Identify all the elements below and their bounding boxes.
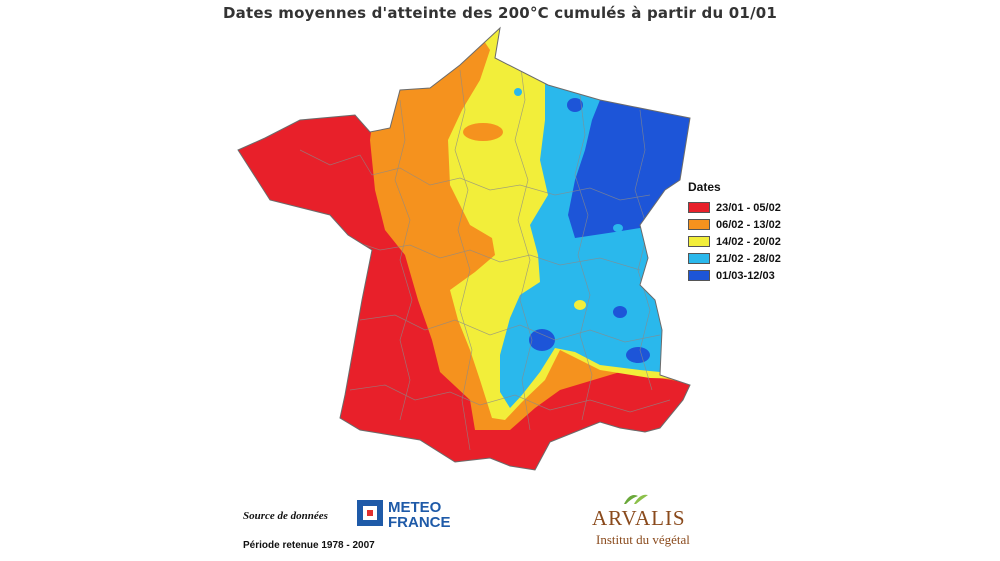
legend-label: 21/02 - 28/02 — [716, 252, 781, 265]
arvalis-wordmark: ARVALIS — [592, 506, 686, 530]
arvalis-leaf-icon — [624, 494, 648, 504]
blue-pocket-centre — [529, 329, 555, 351]
legend-label: 06/02 - 13/02 — [716, 218, 781, 231]
meteo-france-wordmark: METEO FRANCE — [388, 500, 451, 530]
blue-dot-north — [514, 88, 522, 96]
blue-pocket-east — [613, 306, 627, 318]
legend-item: 01/03-12/03 — [688, 267, 781, 284]
map-title: Dates moyennes d'atteinte des 200°C cumu… — [222, 4, 778, 22]
legend-swatch — [688, 219, 710, 230]
legend-swatch — [688, 253, 710, 264]
legend-item: 14/02 - 20/02 — [688, 233, 781, 250]
legend-label: 23/01 - 05/02 — [716, 201, 781, 214]
blue-pocket-alps — [626, 347, 650, 363]
legend-title: Dates — [688, 180, 721, 194]
blue-pocket-northeast — [567, 98, 583, 112]
legend-swatch — [688, 202, 710, 213]
orange-pocket — [463, 123, 503, 141]
legend-label: 14/02 - 20/02 — [716, 235, 781, 248]
legend: Dates 23/01 - 05/02 06/02 - 13/02 14/02 … — [688, 180, 781, 284]
legend-swatch — [688, 270, 710, 281]
blue-dot-east — [613, 224, 623, 232]
meteo-line: METEO — [388, 499, 442, 516]
legend-item: 21/02 - 28/02 — [688, 250, 781, 267]
legend-swatch — [688, 236, 710, 247]
yellow-pocket — [574, 300, 586, 310]
legend-label: 01/03-12/03 — [716, 269, 775, 282]
department-borders — [299, 59, 671, 451]
meteo-france-logo-icon — [357, 500, 383, 526]
legend-item: 06/02 - 13/02 — [688, 216, 781, 233]
source-label: Source de données — [243, 510, 328, 522]
legend-item: 23/01 - 05/02 — [688, 199, 781, 216]
zone-dark-blue — [568, 100, 690, 238]
arvalis-tagline: Institut du végétal — [596, 532, 690, 547]
france-outline — [237, 26, 691, 471]
period-text: Période retenue 1978 - 2007 — [243, 540, 375, 551]
france-line: FRANCE — [388, 514, 451, 531]
